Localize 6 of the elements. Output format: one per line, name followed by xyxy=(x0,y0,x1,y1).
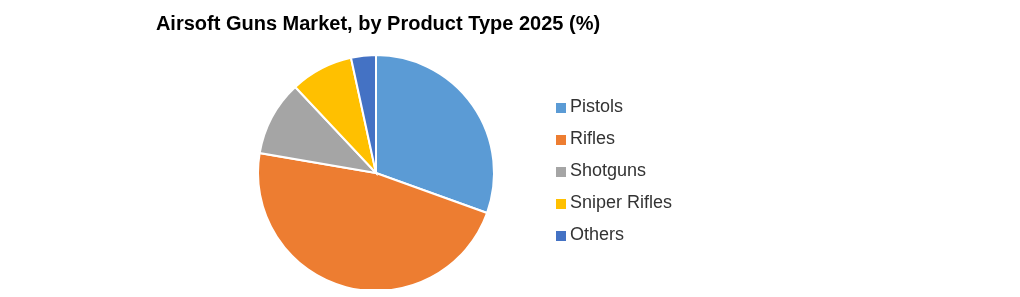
legend-label: Rifles xyxy=(570,128,616,148)
legend-label: Shotguns xyxy=(570,160,647,180)
chart-title: Airsoft Guns Market, by Product Type 2025 (%) xyxy=(154,12,602,35)
legend-label: Sniper Rifles xyxy=(570,192,673,212)
legend-label: Pistols xyxy=(570,96,624,116)
legend-label: Others xyxy=(570,224,625,244)
